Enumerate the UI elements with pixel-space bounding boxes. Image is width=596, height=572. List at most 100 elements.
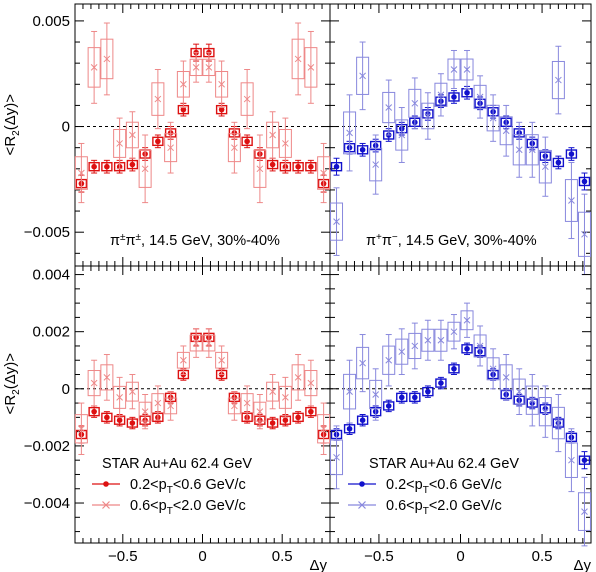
data-point	[555, 159, 562, 166]
data-point	[269, 388, 276, 396]
y-tick-label: 0	[62, 381, 70, 398]
y-tick-label: −0.005	[24, 224, 70, 241]
data-point	[90, 64, 98, 71]
data-point	[555, 76, 562, 84]
data-point	[192, 64, 200, 71]
x-tick-label: 0	[198, 548, 206, 565]
data-point	[103, 374, 111, 381]
data-point	[359, 359, 366, 367]
data-point	[180, 106, 187, 113]
data-point	[437, 91, 445, 99]
data-point	[320, 425, 327, 433]
data-point	[463, 66, 471, 73]
data-point	[333, 218, 340, 225]
panel-bottom-right: −0.5 0 0.5	[329, 266, 592, 565]
y-tick-label: −0.002	[24, 438, 70, 455]
panel-bottom-left: −0.004 −0.002 0 0.002 0.004 −0.5 0 0.5	[24, 266, 331, 565]
data-point	[205, 64, 213, 71]
data-point	[104, 163, 110, 170]
data-point	[231, 402, 238, 410]
data-point	[103, 55, 111, 63]
data-point	[411, 342, 419, 350]
data-point	[129, 161, 136, 168]
data-point	[91, 408, 97, 415]
data-point	[180, 80, 187, 88]
data-point	[205, 339, 213, 347]
data-point	[282, 417, 289, 424]
data-point	[282, 394, 289, 401]
panel-top-right	[329, 4, 592, 275]
data-point	[398, 348, 406, 356]
data-point	[359, 72, 366, 80]
data-point	[333, 163, 340, 170]
x-tick-label: 0	[456, 548, 464, 565]
y-axis-title-bottom: <R2(Δy)>	[2, 353, 22, 415]
data-point	[502, 127, 510, 135]
data-point	[282, 140, 289, 147]
data-point	[581, 178, 588, 185]
annotation-top-right: π+π−, 14.5 GeV, 30%-40%	[366, 232, 537, 249]
series-low-pt	[75, 328, 330, 444]
data-point	[129, 420, 136, 426]
data-point	[464, 89, 470, 96]
data-point	[398, 131, 406, 139]
data-point	[155, 138, 161, 145]
data-point	[450, 328, 458, 336]
panel-top-left: −0.005 0 0.005	[24, 4, 331, 266]
data-point	[308, 408, 314, 415]
data-point	[167, 144, 174, 152]
x-tick-label: −0.5	[364, 548, 394, 565]
data-point	[359, 146, 366, 153]
series-high-pt	[74, 22, 331, 204]
data-point	[218, 356, 225, 364]
x-tick-label: 0.5	[272, 548, 293, 565]
annotation-bottom-right: STAR Au+Au 62.4 GeV	[369, 456, 519, 472]
y-axis-title-top: <R2(Δy)>	[2, 94, 22, 156]
data-point	[372, 161, 380, 168]
data-point	[104, 414, 110, 421]
data-point	[464, 346, 470, 352]
data-point	[425, 388, 431, 395]
data-point	[489, 365, 497, 373]
data-point	[91, 163, 97, 170]
data-point	[476, 93, 484, 101]
data-point	[244, 138, 250, 145]
x-axis-title-left: Δy	[309, 557, 327, 572]
data-point	[476, 342, 484, 350]
data-point	[451, 366, 457, 372]
data-point	[167, 402, 174, 410]
y-tick-label: −0.004	[24, 495, 70, 512]
data-point	[463, 316, 471, 324]
data-point	[502, 374, 510, 381]
data-point	[424, 336, 432, 344]
data-point	[129, 388, 136, 396]
data-point	[243, 399, 251, 407]
data-point	[412, 394, 418, 401]
data-point	[568, 197, 575, 204]
data-point	[515, 388, 523, 396]
legend-bottom-right: 0.2<pT<0.6 GeV/c 0.6<pT<2.0 GeV/c	[348, 477, 502, 517]
data-point	[346, 388, 353, 396]
data-point	[568, 151, 575, 157]
legend-text-1: 0.2<pT<0.6 GeV/c	[130, 477, 246, 496]
data-point	[218, 80, 225, 88]
data-point	[437, 336, 445, 344]
data-point	[295, 414, 301, 421]
data-point	[581, 230, 588, 238]
series-high-pt	[330, 41, 591, 275]
data-point	[294, 374, 302, 381]
data-point	[116, 140, 123, 147]
data-point	[385, 356, 393, 364]
data-point	[295, 163, 301, 170]
x-axis-title-right: Δy	[573, 557, 591, 572]
data-point	[568, 456, 575, 464]
data-point	[78, 425, 85, 433]
data-point	[141, 165, 149, 173]
data-point	[192, 339, 200, 347]
data-point	[346, 129, 353, 137]
data-point	[581, 508, 588, 515]
data-point	[528, 146, 536, 154]
series-high-pt	[330, 302, 591, 547]
y-tick-label: 0.005	[32, 13, 70, 30]
